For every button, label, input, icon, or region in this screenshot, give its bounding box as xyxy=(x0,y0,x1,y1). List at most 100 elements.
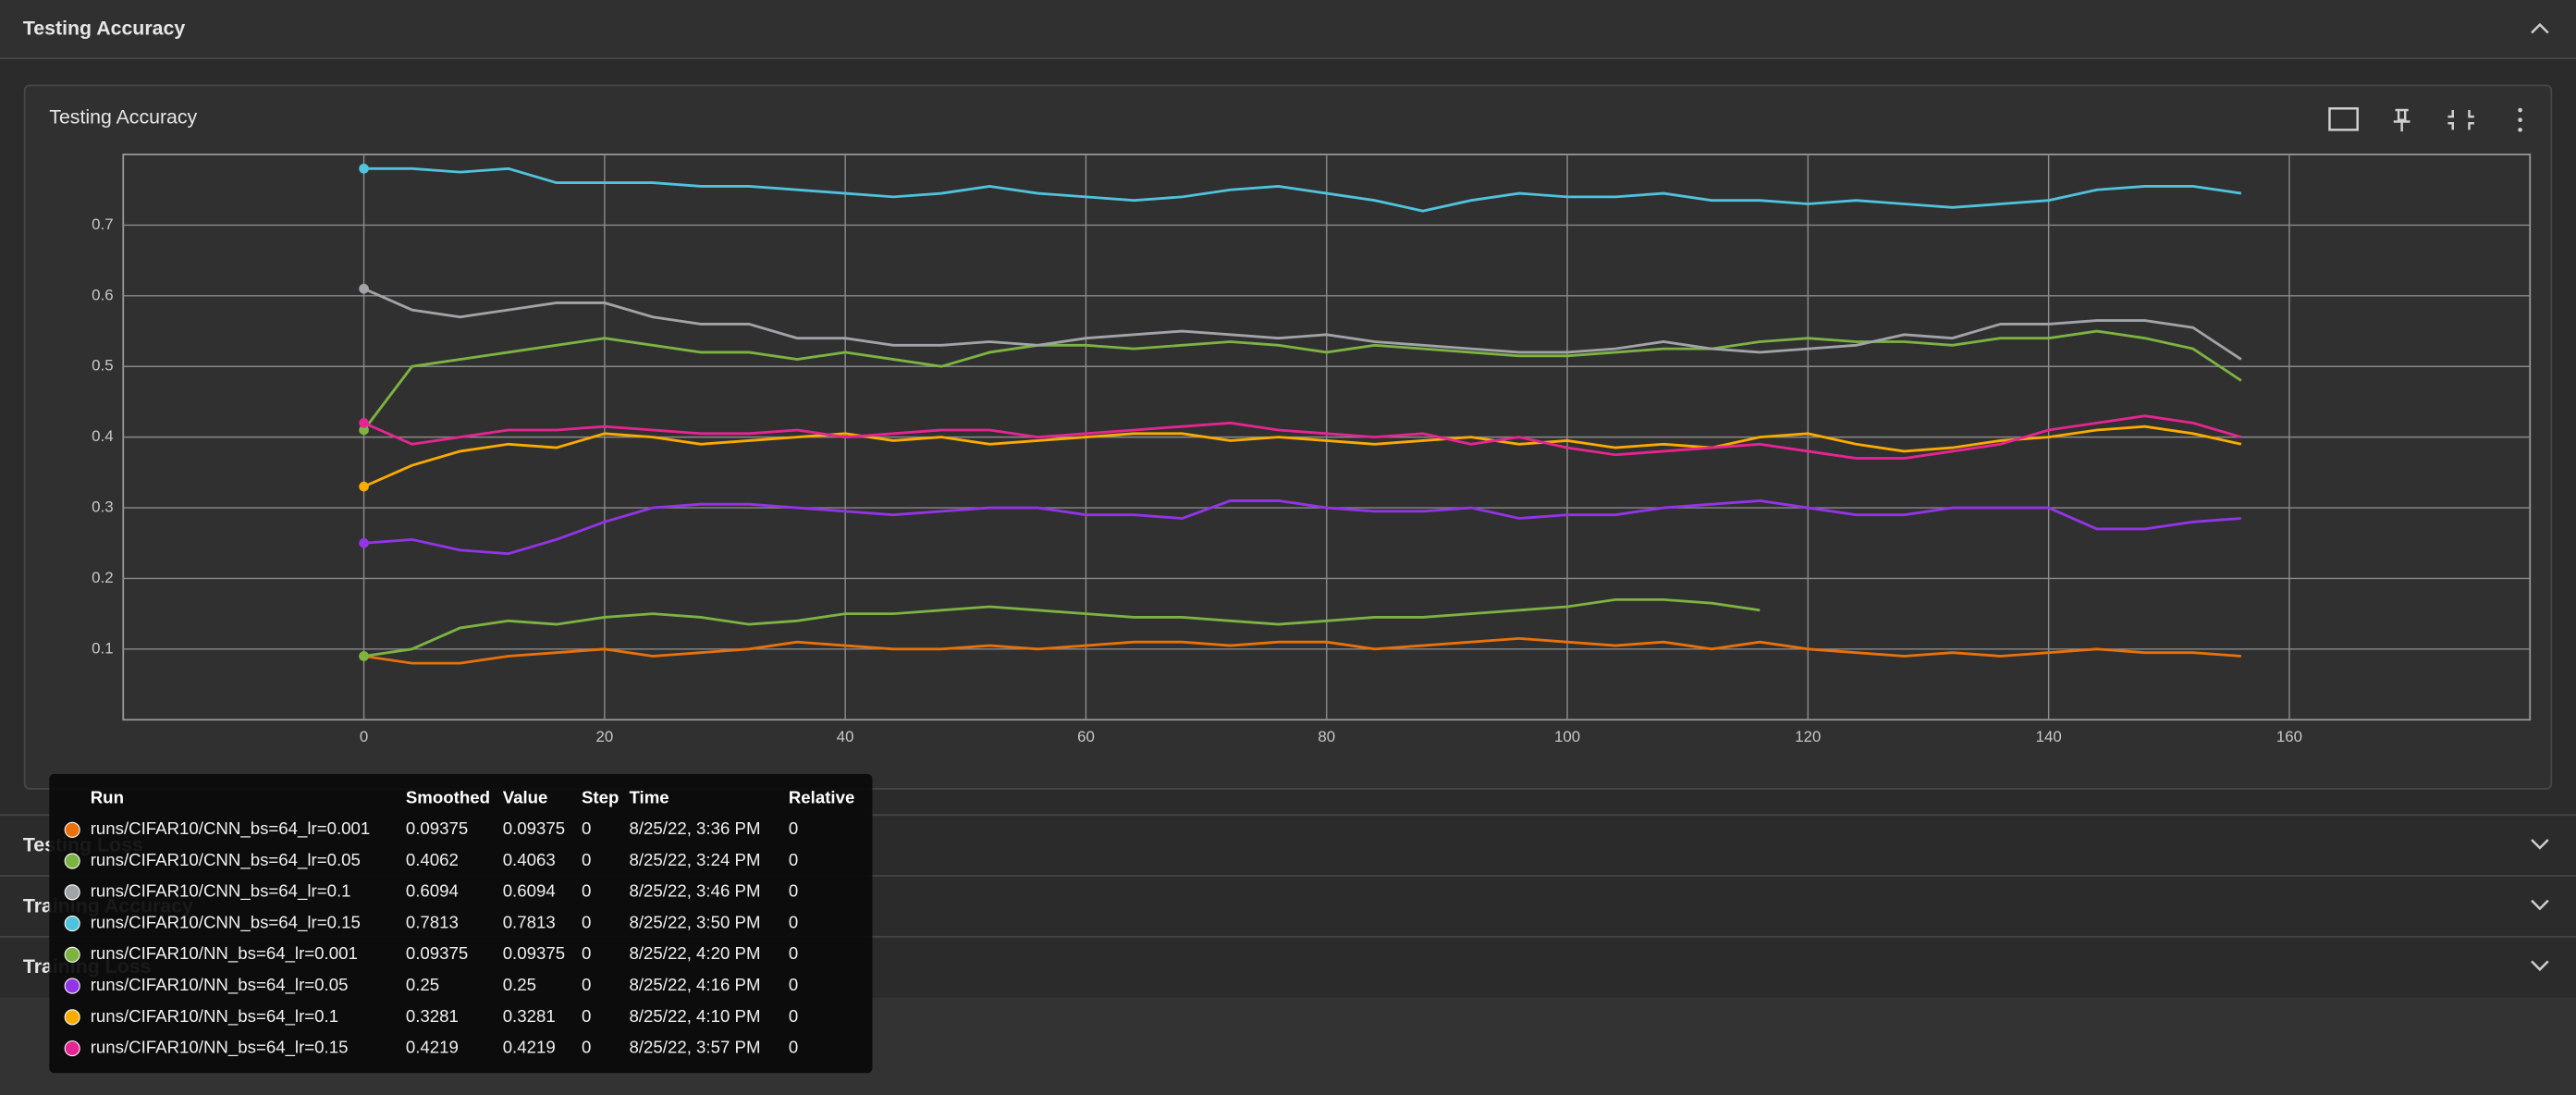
fit-icon[interactable] xyxy=(2328,107,2359,131)
tooltip-cell: 0 xyxy=(582,1038,591,1057)
legend-swatch xyxy=(64,946,80,963)
tooltip-cell: 0.7813 xyxy=(406,912,459,931)
tooltip-cell: 8/25/22, 3:50 PM xyxy=(630,912,761,931)
series-line xyxy=(363,498,2241,556)
legend-entry: runs/CIFAR10/CNN_bs=64_lr=0.15 xyxy=(91,912,361,932)
legend-entry: runs/CIFAR10/CNN_bs=64_lr=0.001 xyxy=(91,818,371,839)
tooltip-cell: 8/25/22, 3:46 PM xyxy=(630,881,761,901)
tooltip-cell: 0 xyxy=(582,818,591,838)
tooltip-cell: 0.6094 xyxy=(503,881,556,901)
series-line xyxy=(362,329,2242,431)
tooltip-cell: 0.4063 xyxy=(503,850,556,869)
tooltip-cell: 0.09375 xyxy=(406,943,468,963)
tooltip-cell: 8/25/22, 4:10 PM xyxy=(630,1006,761,1026)
highlight-point xyxy=(359,424,369,436)
series-line xyxy=(362,424,2242,488)
tooltip-cell: 0 xyxy=(582,912,591,931)
tooltip-cell: 0 xyxy=(789,912,798,931)
tooltip-cell: 0.6094 xyxy=(406,881,459,901)
highlight-point xyxy=(359,418,369,428)
tooltip-cell: 8/25/22, 3:36 PM xyxy=(630,818,761,838)
expand-icon[interactable] xyxy=(2447,110,2474,130)
x-tick-label: 160 xyxy=(2276,728,2302,745)
menu-icon[interactable] xyxy=(2518,107,2522,132)
highlight-point xyxy=(359,537,369,548)
legend-swatch xyxy=(64,1009,80,1026)
y-tick-label: 0.6 xyxy=(92,286,113,303)
tooltip-cell: 0.3281 xyxy=(503,1006,556,1026)
highlight-point xyxy=(359,481,369,492)
tooltip-cell: 0.7813 xyxy=(503,912,556,931)
x-tick-label: 60 xyxy=(1077,728,1095,745)
series-line xyxy=(363,597,1760,658)
y-tick-label: 0.1 xyxy=(92,639,113,657)
tooltip-cell: 8/25/22, 4:20 PM xyxy=(630,943,761,963)
expand-section-icon[interactable] xyxy=(2531,899,2549,911)
tooltip-cell: 0.4219 xyxy=(503,1038,556,1057)
tooltip-cell: 0 xyxy=(582,1006,591,1026)
tooltip-box xyxy=(49,773,873,1074)
tooltip-header: Run xyxy=(91,787,124,806)
tooltip-cell: 0.25 xyxy=(406,975,439,994)
legend-swatch xyxy=(64,1040,80,1057)
tooltip-cell: 0 xyxy=(789,850,798,869)
legend-entry: runs/CIFAR10/NN_bs=64_lr=0.001 xyxy=(91,943,358,964)
tooltip-header: Smoothed xyxy=(406,787,490,806)
tooltip-cell: 0.3281 xyxy=(406,1006,459,1026)
highlight-point xyxy=(359,651,369,661)
legend-entry: runs/CIFAR10/CNN_bs=64_lr=0.1 xyxy=(91,881,351,902)
legend-swatch xyxy=(64,853,80,869)
series-line xyxy=(362,287,2242,361)
series-line xyxy=(363,166,2242,213)
tooltip-cell: 0 xyxy=(789,975,798,994)
tooltip-cell: 0 xyxy=(789,1006,798,1026)
y-tick-label: 0.4 xyxy=(92,427,113,445)
legend-entry: runs/CIFAR10/NN_bs=64_lr=0.1 xyxy=(91,1006,338,1027)
tooltip-cell: 0.4062 xyxy=(406,850,459,869)
legend-swatch xyxy=(64,916,80,932)
tooltip-cell: 0.25 xyxy=(503,975,536,994)
y-tick-label: 0.5 xyxy=(92,357,113,375)
tooltip-cell: 0 xyxy=(582,943,591,963)
tooltip-cell: 8/25/22, 3:24 PM xyxy=(630,850,761,869)
highlight-point xyxy=(359,163,369,174)
expand-section-icon[interactable] xyxy=(2531,960,2549,972)
tooltip-cell: 0 xyxy=(789,818,798,838)
tooltip-cell: 0 xyxy=(789,943,798,963)
legend-swatch xyxy=(64,821,80,838)
tooltip-header: Step xyxy=(582,787,619,806)
legend-entry: runs/CIFAR10/NN_bs=64_lr=0.15 xyxy=(91,1038,349,1058)
dot xyxy=(2518,128,2522,132)
tooltip-cell: 8/25/22, 4:16 PM xyxy=(630,975,761,994)
tooltip-cell: 0.09375 xyxy=(406,818,468,838)
plot: 0.1 0.2 0.3 0.4 0.5 0.6 0.7 0 20 40 60 80 100 120 140 1… xyxy=(92,154,2532,745)
section-title[interactable]: Testing Accuracy xyxy=(23,18,185,40)
pin-icon[interactable] xyxy=(2393,108,2410,132)
x-tick-label: 40 xyxy=(837,728,854,745)
tooltip: Run Smoothed Value Step Time Relative runs/CIF… xyxy=(49,773,873,1074)
legend-entry: runs/CIFAR10/NN_bs=64_lr=0.05 xyxy=(91,975,349,995)
x-tick-label: 100 xyxy=(1554,728,1580,745)
tooltip-cell: 0 xyxy=(582,850,591,869)
legend-swatch xyxy=(64,884,80,901)
tooltip-header: Time xyxy=(630,787,669,806)
expand-section-icon[interactable] xyxy=(2531,839,2549,850)
tooltip-cell: 0.09375 xyxy=(503,818,565,838)
tooltip-header: Relative xyxy=(789,787,855,806)
card-title: Testing Accuracy xyxy=(49,106,197,129)
tooltip-cell: 0 xyxy=(789,1038,798,1057)
x-tick-label: 20 xyxy=(595,728,613,745)
tooltip-cell: 0 xyxy=(582,975,591,994)
series-line xyxy=(363,636,2241,665)
tooltip-header: Value xyxy=(503,787,548,806)
tooltip-cell: 0.4219 xyxy=(406,1038,459,1057)
y-tick-label: 0.3 xyxy=(92,498,113,515)
x-tick-label: 140 xyxy=(2036,728,2062,745)
x-tick-label: 80 xyxy=(1318,728,1335,745)
x-tick-label: 0 xyxy=(360,728,368,745)
top-bar xyxy=(0,0,2576,58)
tooltip-cell: 8/25/22, 3:57 PM xyxy=(630,1038,761,1057)
collapse-icon[interactable] xyxy=(2531,22,2549,34)
x-tick-label: 120 xyxy=(1795,728,1821,745)
series-line xyxy=(362,414,2242,460)
